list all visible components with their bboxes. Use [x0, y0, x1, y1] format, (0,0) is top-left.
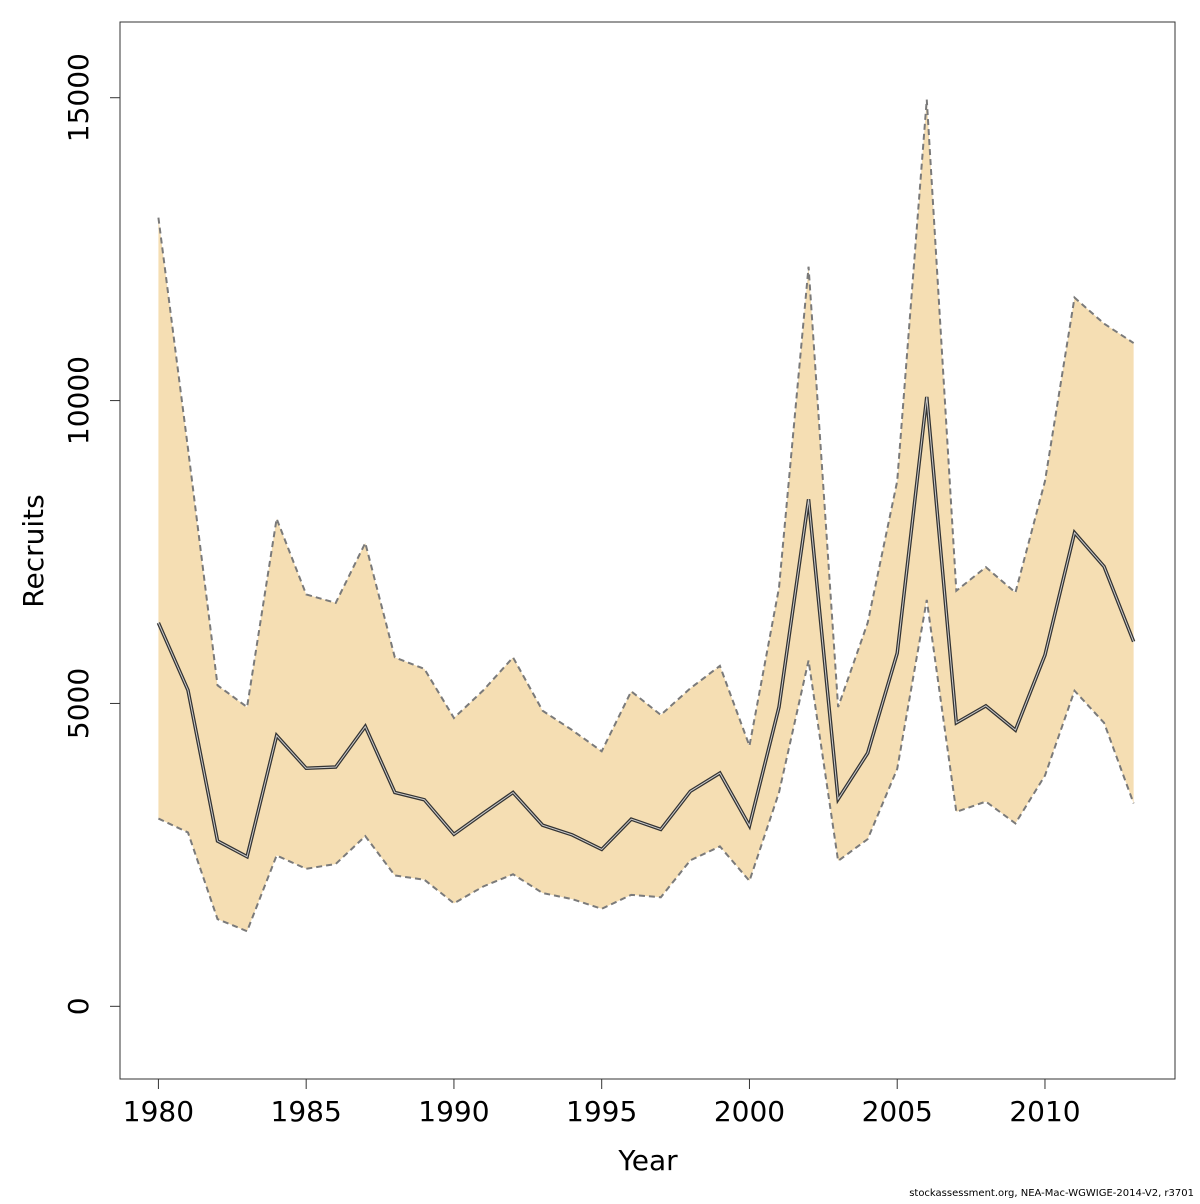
- y-tick-label: 15000: [62, 53, 95, 142]
- y-tick-label: 0: [62, 997, 95, 1015]
- y-tick-label: 5000: [62, 668, 95, 739]
- footer-credit: stockassessment.org, NEA-Mac-WGWIGE-2014…: [909, 1188, 1194, 1199]
- x-axis-label: Year: [617, 1144, 678, 1177]
- chart-marks: [158, 100, 1133, 932]
- y-axis-label: Recruits: [17, 494, 50, 607]
- y-tick-label: 10000: [62, 356, 95, 445]
- x-axis: 1980 1985 1990 1995 2000 2005 2010: [123, 1079, 1081, 1128]
- x-tick-label: 2010: [1009, 1095, 1080, 1128]
- x-tick-label: 1980: [123, 1095, 194, 1128]
- x-tick-label: 1990: [418, 1095, 489, 1128]
- y-axis: 0 5000 10000 15000: [62, 53, 120, 1015]
- x-tick-label: 2000: [714, 1095, 785, 1128]
- x-tick-label: 1985: [271, 1095, 342, 1128]
- x-tick-label: 2005: [862, 1095, 933, 1128]
- confidence-band: [158, 100, 1133, 932]
- x-tick-label: 1995: [566, 1095, 637, 1128]
